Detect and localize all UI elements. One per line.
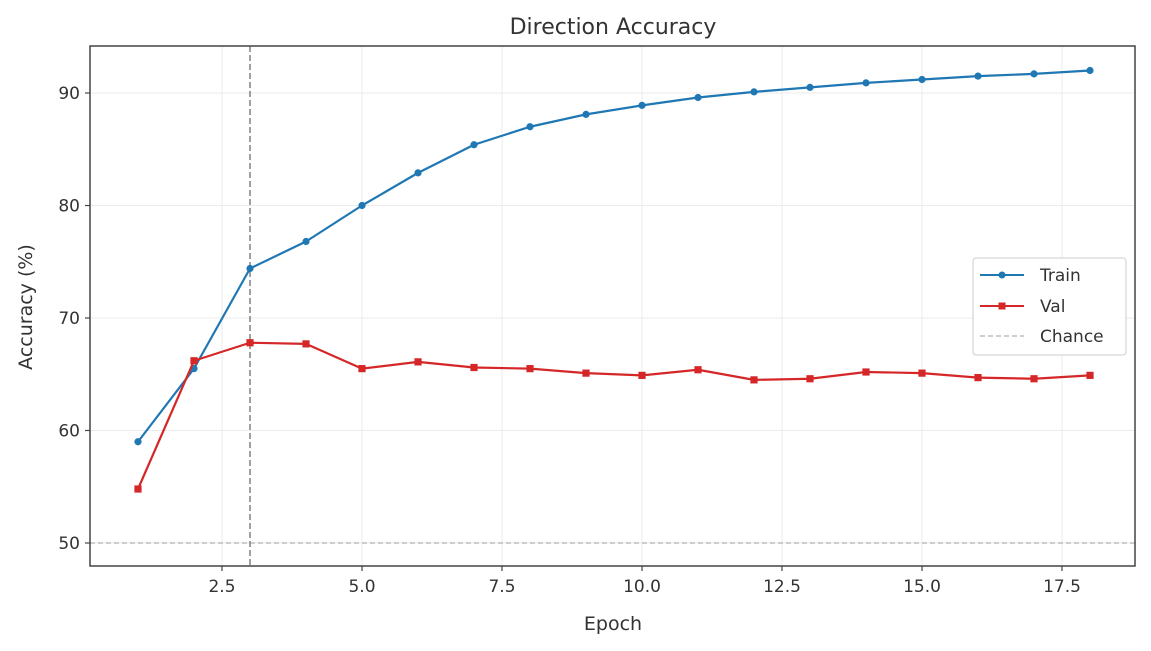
data-point <box>694 93 702 102</box>
y-tick-label: 60 <box>58 422 80 442</box>
data-point <box>750 376 758 384</box>
data-point <box>358 201 366 210</box>
x-tick-label: 10.0 <box>623 577 661 597</box>
reference-lines <box>90 46 1135 566</box>
y-tick-label: 70 <box>58 309 80 329</box>
legend-val-label: Val <box>1040 297 1065 317</box>
data-series <box>134 66 1094 493</box>
data-point <box>582 110 590 118</box>
data-point <box>638 101 646 109</box>
x-tick-label: 17.5 <box>1043 577 1081 597</box>
data-point <box>1086 371 1094 379</box>
data-point <box>358 365 366 373</box>
legend-chance-label: Chance <box>1040 327 1104 347</box>
data-point <box>974 374 982 382</box>
data-point <box>414 358 422 366</box>
data-point <box>246 264 254 273</box>
legend: Train Val Chance <box>972 257 1127 356</box>
data-point <box>582 369 590 377</box>
data-point <box>694 366 702 374</box>
y-tick-label: 80 <box>58 197 80 217</box>
series-line <box>136 341 1091 490</box>
data-point <box>526 365 534 373</box>
chart-title: Direction Accuracy <box>510 15 717 40</box>
data-point <box>526 123 534 131</box>
data-point <box>862 368 870 376</box>
data-point <box>918 75 926 84</box>
x-axis-label: Epoch <box>584 613 642 635</box>
legend-val-marker-icon <box>998 302 1006 310</box>
legend-train-label: Train <box>1039 266 1081 286</box>
data-point <box>302 340 310 348</box>
legend-item-train: Train <box>980 266 1081 286</box>
x-tick-label: 2.5 <box>208 577 235 597</box>
data-point <box>1086 66 1094 75</box>
series-val <box>134 339 1094 493</box>
x-axis-ticks: 2.5 5.0 7.5 10.0 12.5 15.0 17.5 <box>208 566 1081 597</box>
data-point <box>414 169 422 177</box>
data-point <box>470 141 478 149</box>
data-point <box>302 237 310 246</box>
data-point <box>862 79 870 87</box>
y-axis-ticks: 50 60 70 80 90 <box>58 84 90 554</box>
legend-item-chance: Chance <box>980 327 1104 347</box>
data-point <box>1030 70 1038 78</box>
grid-lines <box>90 46 1135 566</box>
data-point <box>806 83 814 91</box>
data-point <box>918 369 926 377</box>
data-point <box>246 339 254 347</box>
y-tick-label: 90 <box>58 84 80 104</box>
data-point <box>134 438 142 446</box>
series-train <box>134 66 1094 446</box>
data-point <box>806 375 814 383</box>
legend-frame <box>972 257 1127 356</box>
x-tick-label: 15.0 <box>903 577 941 597</box>
data-point <box>638 371 646 379</box>
legend-train-marker-icon <box>998 271 1006 279</box>
series-line <box>137 69 1091 443</box>
y-tick-label: 50 <box>58 534 80 554</box>
legend-item-val: Val <box>980 297 1065 317</box>
y-axis-label: Accuracy (%) <box>15 244 37 370</box>
data-point <box>470 363 478 372</box>
data-point <box>750 88 758 96</box>
data-point <box>190 357 198 365</box>
data-point <box>974 72 982 80</box>
x-tick-label: 12.5 <box>763 577 801 597</box>
plot-area-frame <box>89 45 1136 567</box>
data-point <box>134 485 142 493</box>
x-tick-label: 7.5 <box>488 577 515 597</box>
x-tick-label: 5.0 <box>348 577 375 597</box>
data-point <box>1030 375 1038 383</box>
